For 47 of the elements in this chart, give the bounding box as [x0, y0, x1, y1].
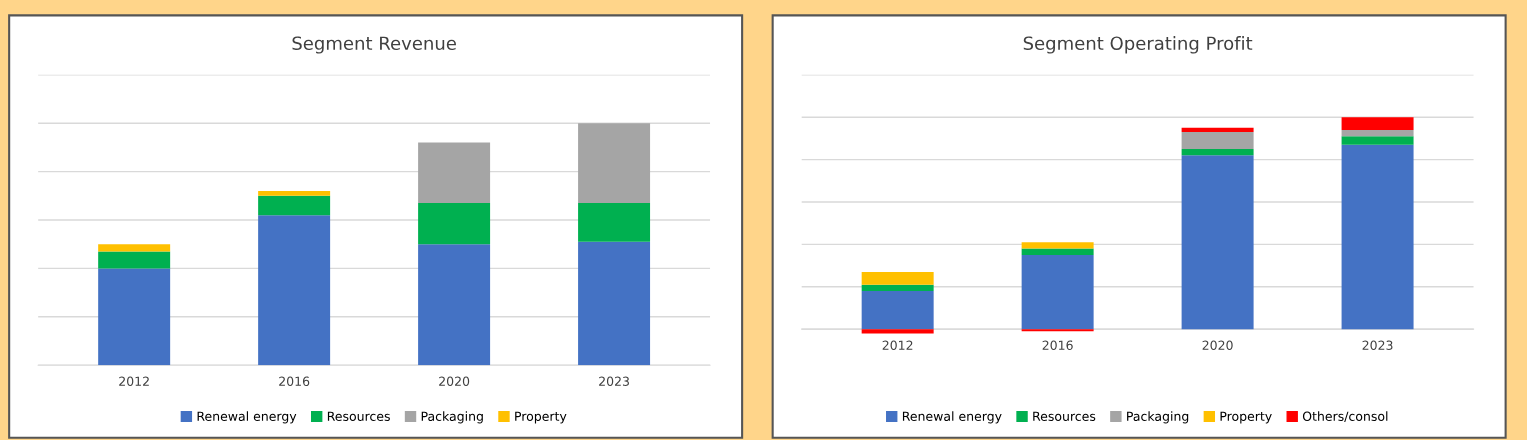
- bar: [258, 190, 331, 196]
- bar: [1181, 148, 1254, 156]
- legend-label: Renewal energy: [197, 411, 297, 424]
- bar: [1021, 248, 1094, 255]
- legend-label: Others/consol: [1302, 411, 1388, 422]
- bar: [1341, 144, 1414, 330]
- bar: [1341, 129, 1414, 137]
- bar: [418, 142, 491, 204]
- legend-label: Property: [515, 411, 567, 424]
- bar: [1181, 127, 1254, 133]
- chart-title: Segment Revenue: [292, 36, 456, 54]
- chart-title: Segment Operating Profit: [1023, 36, 1253, 54]
- bar: [1341, 136, 1414, 145]
- bar: [578, 203, 651, 242]
- bar: [578, 241, 651, 366]
- bar: [258, 215, 331, 366]
- legend-label: Renewal energy: [902, 411, 1002, 424]
- x-tick-label: 2016: [279, 376, 310, 386]
- x-tick-label: 2012: [882, 340, 913, 350]
- bar: [1181, 155, 1254, 330]
- bar: [1021, 254, 1094, 330]
- legend-label: Property: [1220, 411, 1272, 424]
- x-tick-label: 2023: [1362, 340, 1393, 350]
- bar: [861, 284, 934, 292]
- x-tick-label: 2020: [439, 376, 470, 386]
- bar: [1341, 117, 1414, 130]
- bar: [861, 291, 934, 330]
- bar: [1181, 132, 1254, 149]
- legend-label: Resources: [1033, 411, 1096, 421]
- bar: [258, 195, 331, 216]
- bar: [418, 203, 491, 245]
- bar: [98, 268, 171, 366]
- x-tick-label: 2012: [119, 376, 149, 386]
- bar: [861, 329, 934, 334]
- bar: [1021, 242, 1094, 249]
- x-tick-label: 2023: [599, 376, 629, 386]
- x-tick-label: 2016: [1042, 340, 1073, 350]
- x-tick-label: 2020: [1202, 340, 1233, 350]
- bar: [98, 251, 171, 269]
- bar: [1021, 329, 1094, 332]
- bar: [861, 271, 934, 285]
- legend-label: Packaging: [421, 411, 483, 424]
- bar: [418, 244, 491, 366]
- bar: [578, 123, 651, 204]
- bar: [98, 244, 171, 252]
- legend-label: Resources: [327, 411, 390, 421]
- legend-label: Packaging: [1127, 411, 1189, 424]
